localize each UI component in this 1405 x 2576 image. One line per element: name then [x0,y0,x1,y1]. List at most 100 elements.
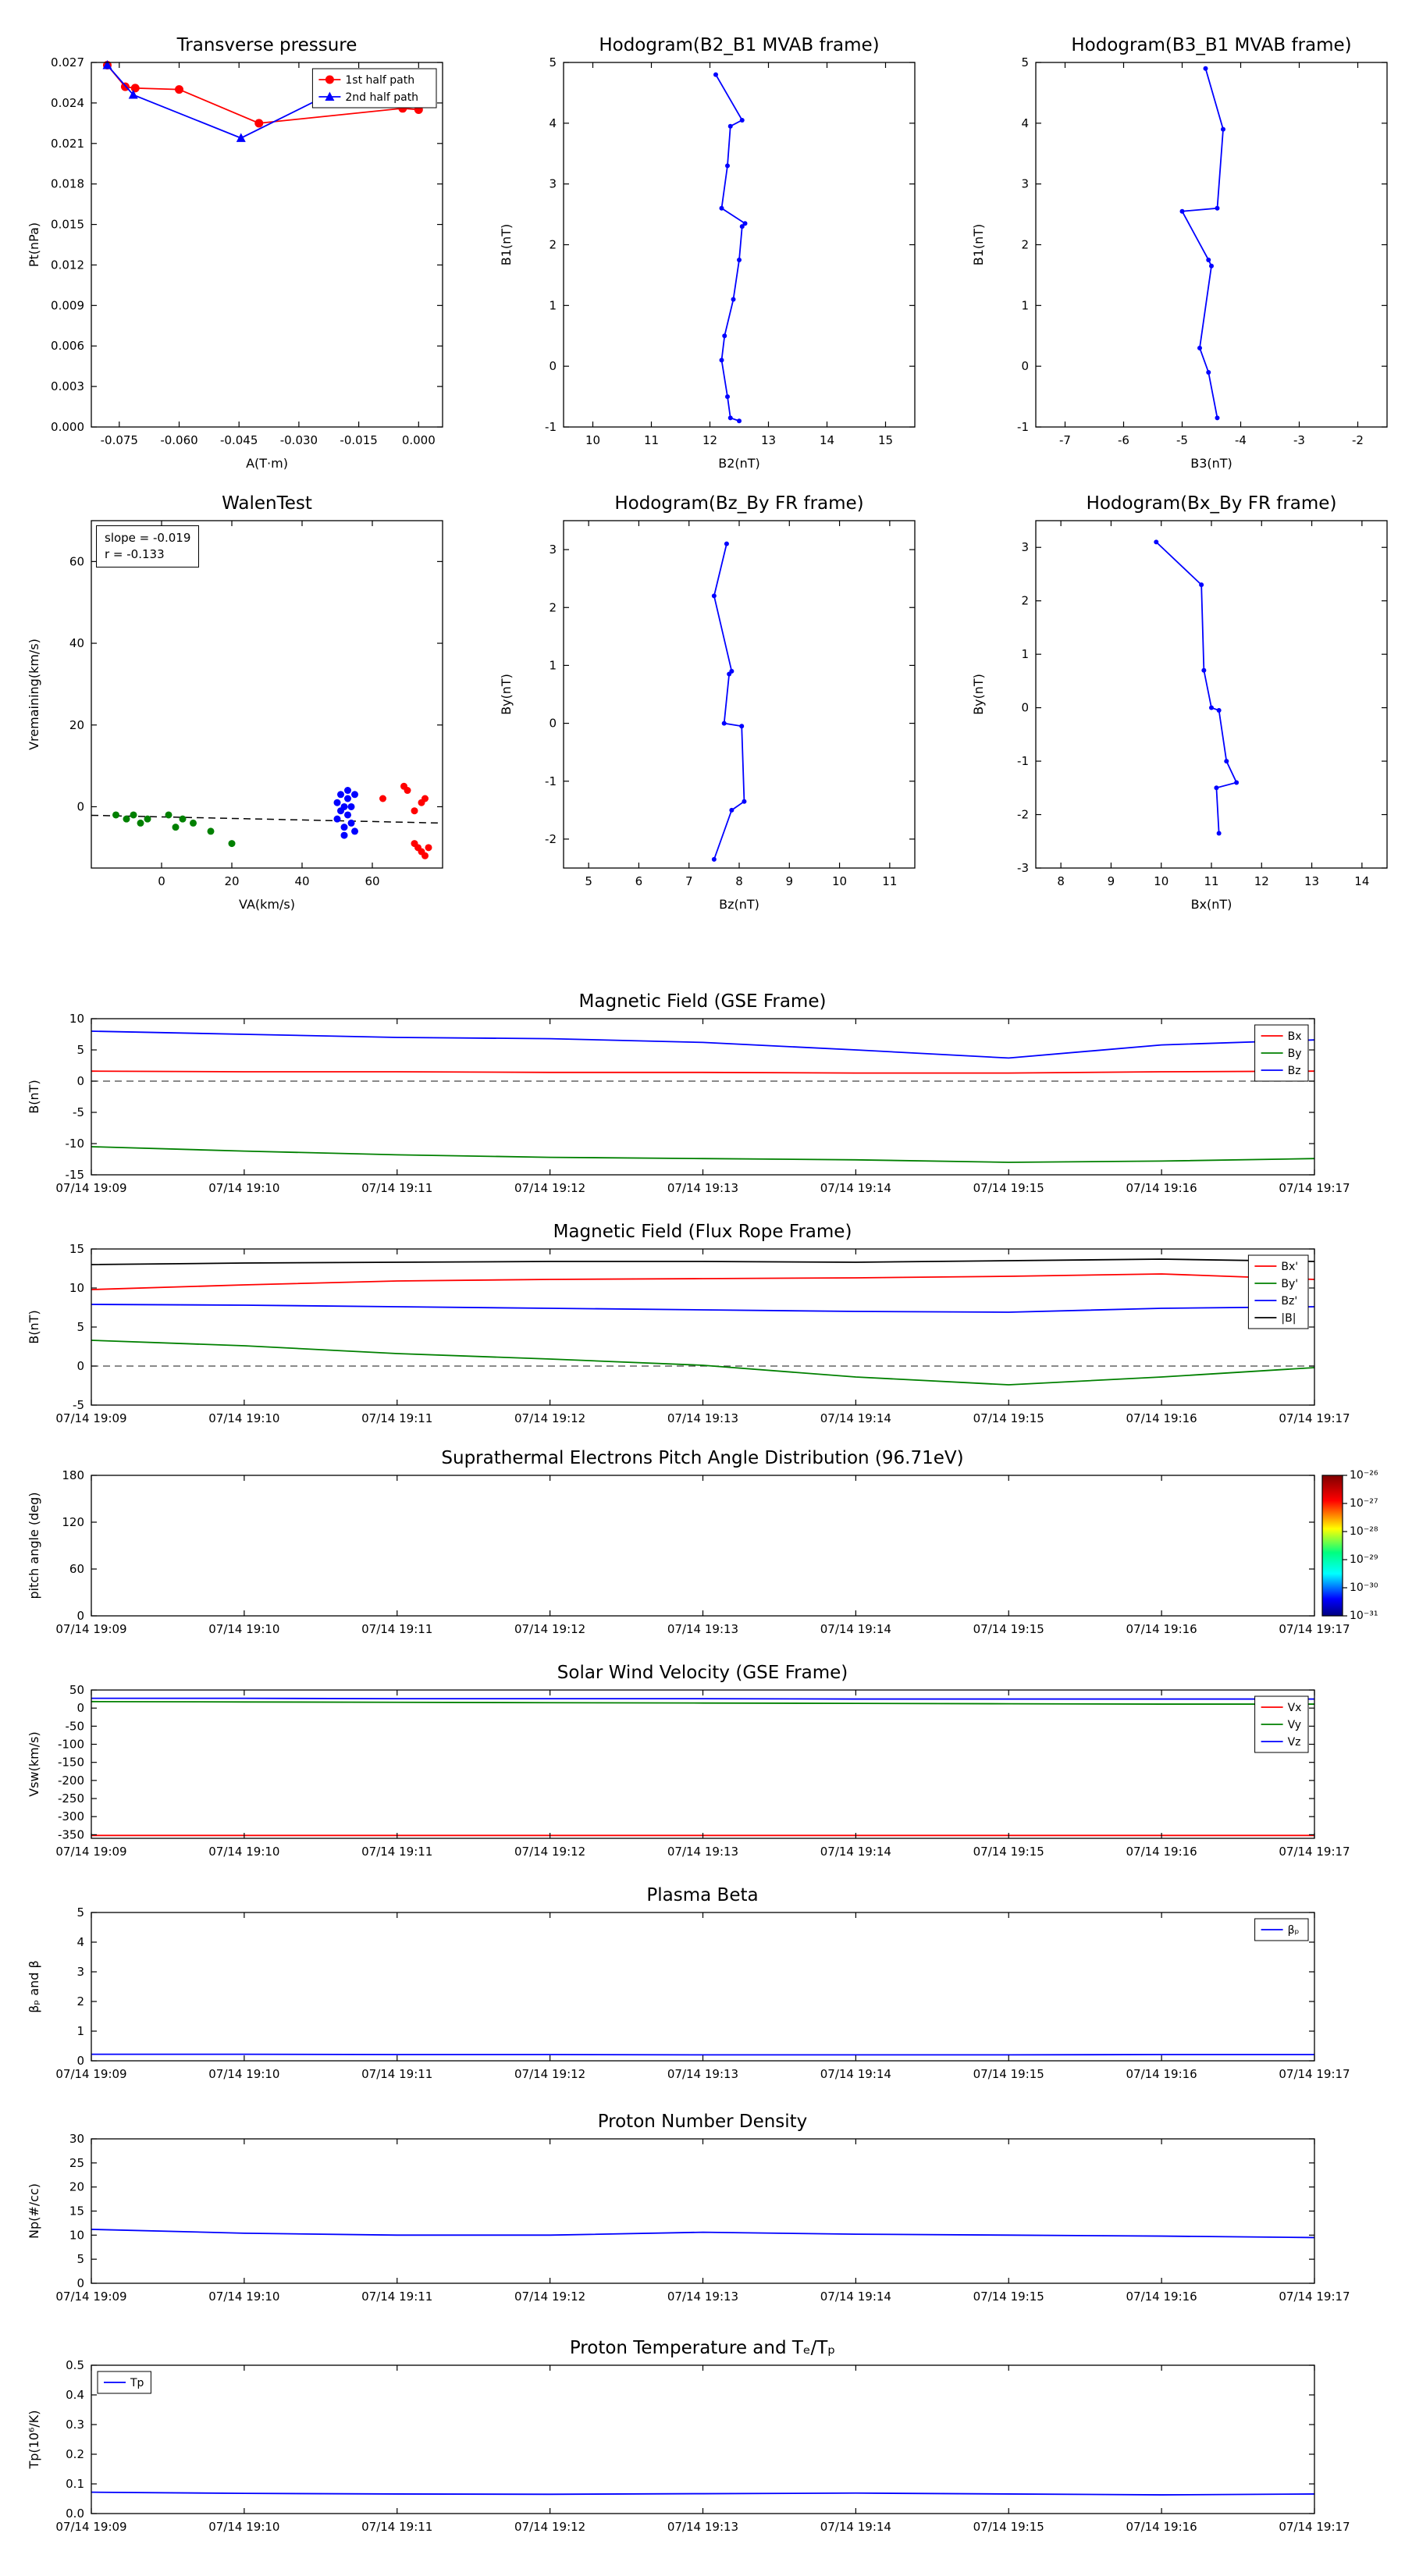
svg-text:07/14 19:15: 07/14 19:15 [973,1845,1044,1859]
svg-text:0.000: 0.000 [51,420,84,434]
panel-title-hodogram-bzby: Hodogram(Bz_By FR frame) [614,493,864,514]
svg-text:4: 4 [549,116,557,130]
svg-text:2: 2 [76,1994,84,2008]
svg-text:07/14 19:17: 07/14 19:17 [1279,2290,1350,2304]
svg-text:10: 10 [69,2228,84,2242]
svg-text:07/14 19:10: 07/14 19:10 [208,1622,279,1636]
panel-title-hodogram-b2b1: Hodogram(B2_B1 MVAB frame) [599,35,880,55]
svg-text:Bx(nT): Bx(nT) [1191,897,1232,912]
svg-text:07/14 19:14: 07/14 19:14 [820,1845,891,1859]
svg-text:20: 20 [69,718,84,732]
svg-text:2: 2 [549,600,557,614]
svg-text:5: 5 [1021,55,1029,69]
colorbar-tick-label: 10⁻²⁹ [1350,1553,1378,1566]
panel-title-transverse-pressure: Transverse pressure [176,35,357,55]
svg-text:Bz(nT): Bz(nT) [719,897,759,912]
svg-text:11: 11 [1204,874,1218,888]
colorbar-tick-label: 10⁻³¹ [1350,1610,1378,1622]
svg-text:2: 2 [1021,238,1029,252]
svg-text:B3(nT): B3(nT) [1190,456,1232,471]
walen-slope-label: slope = -0.019 [105,531,191,545]
svg-text:07/14 19:17: 07/14 19:17 [1279,1622,1350,1636]
svg-text:-50: -50 [66,1719,85,1733]
svg-text:12: 12 [1254,874,1269,888]
svg-text:B1(nT): B1(nT) [971,224,986,266]
svg-text:-7: -7 [1059,433,1071,447]
svg-text:5: 5 [76,1320,84,1334]
svg-text:Vsw(km/s): Vsw(km/s) [27,1731,41,1796]
svg-text:-150: -150 [58,1756,84,1770]
svg-text:07/14 19:16: 07/14 19:16 [1126,1181,1197,1195]
svg-text:07/14 19:11: 07/14 19:11 [361,2290,432,2304]
svg-text:07/14 19:10: 07/14 19:10 [208,2290,279,2304]
svg-text:07/14 19:15: 07/14 19:15 [973,1411,1044,1425]
svg-text:0: 0 [76,1359,84,1373]
svg-text:07/14 19:16: 07/14 19:16 [1126,2520,1197,2534]
svg-text:B1(nT): B1(nT) [499,224,514,266]
svg-text:120: 120 [62,1515,84,1529]
colorbar-tick-label: 10⁻³⁰ [1350,1582,1378,1594]
svg-text:1: 1 [549,658,557,672]
panel-title-walen-test: WalenTest [222,493,312,514]
svg-text:5: 5 [585,874,592,888]
svg-text:5: 5 [76,2252,84,2266]
svg-text:07/14 19:15: 07/14 19:15 [973,2067,1044,2081]
svg-text:By(nT): By(nT) [499,674,514,715]
svg-text:0: 0 [76,1609,84,1623]
svg-text:0: 0 [76,1074,84,1088]
svg-text:07/14 19:11: 07/14 19:11 [361,1411,432,1425]
svg-text:4: 4 [1021,116,1029,130]
svg-text:0.3: 0.3 [66,2418,84,2432]
svg-text:07/14 19:13: 07/14 19:13 [667,1845,738,1859]
svg-text:15: 15 [69,1242,84,1256]
svg-text:20: 20 [224,874,239,888]
svg-text:07/14 19:16: 07/14 19:16 [1126,1411,1197,1425]
svg-text:Vz: Vz [1288,1736,1301,1749]
svg-text:Pt(nPa): Pt(nPa) [27,222,41,267]
svg-text:-5: -5 [73,1398,84,1412]
svg-text:βₚ: βₚ [1288,1924,1300,1937]
svg-text:10: 10 [69,1281,84,1295]
svg-text:Np(#/cc): Np(#/cc) [27,2183,41,2239]
svg-text:3: 3 [1021,177,1029,191]
svg-text:0.0: 0.0 [66,2507,84,2521]
svg-text:3: 3 [1021,540,1029,554]
svg-text:07/14 19:17: 07/14 19:17 [1279,1181,1350,1195]
panel-title-solar-wind: Solar Wind Velocity (GSE Frame) [557,1663,848,1683]
svg-text:60: 60 [69,554,84,568]
svg-text:0.003: 0.003 [51,379,84,393]
svg-text:3: 3 [549,177,557,191]
svg-text:07/14 19:12: 07/14 19:12 [514,2290,585,2304]
svg-text:14: 14 [1354,874,1369,888]
svg-text:0.4: 0.4 [66,2388,84,2402]
svg-text:20: 20 [69,2180,84,2194]
svg-text:0.009: 0.009 [51,298,84,312]
svg-text:0: 0 [76,2054,84,2068]
panel-title-hodogram-bxby: Hodogram(Bx_By FR frame) [1086,493,1337,514]
svg-text:07/14 19:15: 07/14 19:15 [973,2520,1044,2534]
svg-text:12: 12 [702,433,717,447]
svg-text:8: 8 [735,874,743,888]
svg-text:07/14 19:15: 07/14 19:15 [973,1622,1044,1636]
svg-text:-250: -250 [58,1791,84,1806]
svg-text:2: 2 [549,238,557,252]
svg-text:07/14 19:14: 07/14 19:14 [820,1181,891,1195]
panel-title-plasma-beta: Plasma Beta [646,1885,759,1905]
svg-text:0.018: 0.018 [51,177,84,191]
svg-text:Bx': Bx' [1281,1261,1298,1273]
svg-text:B2(nT): B2(nT) [718,456,760,471]
svg-text:07/14 19:10: 07/14 19:10 [208,1845,279,1859]
svg-text:07/14 19:12: 07/14 19:12 [514,1845,585,1859]
svg-text:0.2: 0.2 [66,2447,84,2461]
svg-text:07/14 19:10: 07/14 19:10 [208,1411,279,1425]
svg-text:07/14 19:10: 07/14 19:10 [208,2520,279,2534]
svg-text:pitch angle (deg): pitch angle (deg) [27,1492,41,1599]
svg-text:-3: -3 [1017,861,1029,875]
svg-text:07/14 19:12: 07/14 19:12 [514,1181,585,1195]
svg-text:-2: -2 [1352,433,1364,447]
svg-text:-1: -1 [545,774,557,788]
panel-title-proton-density: Proton Number Density [597,2112,808,2132]
svg-text:07/14 19:10: 07/14 19:10 [208,2067,279,2081]
svg-text:0: 0 [549,717,557,731]
